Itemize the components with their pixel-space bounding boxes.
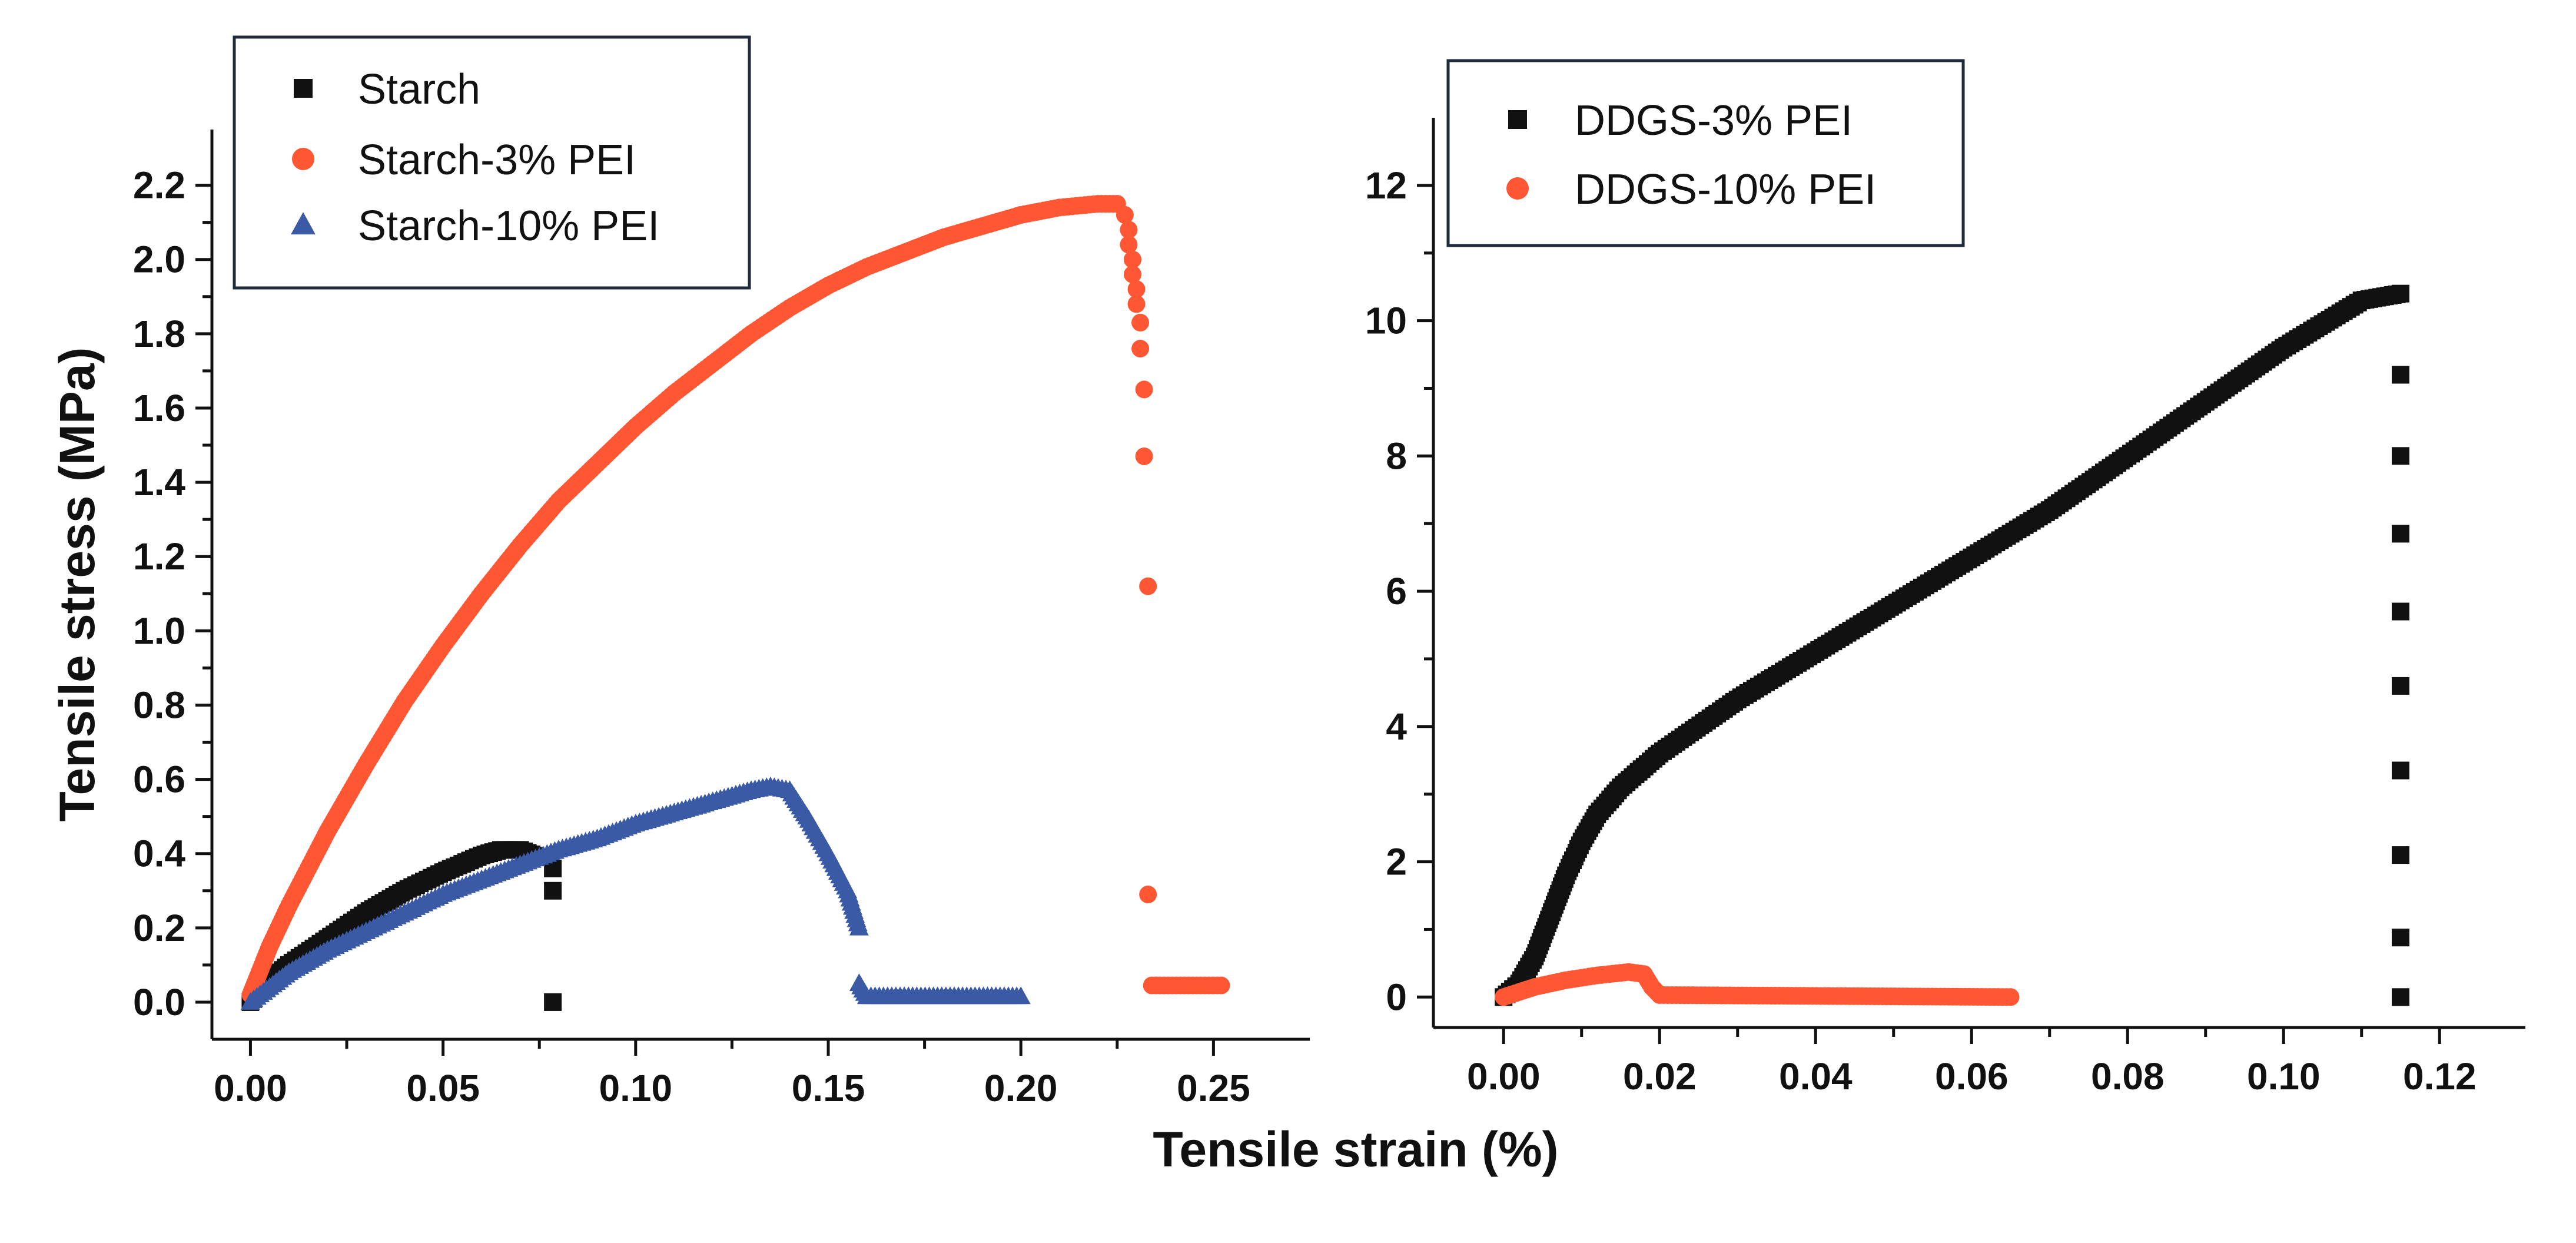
y-tick-label: 2.2 [133,164,185,207]
y-tick-label: 2 [1386,841,1407,883]
x-tick-label: 0.15 [792,1067,865,1109]
x-axis-title: Tensile strain (%) [1153,1122,1558,1177]
data-point [1135,380,1153,399]
data-point [1212,976,1230,995]
y-tick-label: 2.0 [133,238,185,281]
x-tick-label: 0.10 [2247,1055,2321,1098]
legend: DDGS-3% PEI DDGS-10% PEI [1446,59,1965,247]
x-tick-label: 0.06 [1935,1055,2009,1098]
y-tick-label: 0.6 [133,758,185,801]
data-point [2392,929,2409,947]
series-ddgs-10-pei [1495,963,2020,1006]
y-tick-label: 1.2 [133,535,185,578]
x-tick-label: 0.00 [214,1067,287,1109]
x-tick-label: 0.00 [1467,1055,1541,1098]
y-tick-label: 10 [1365,300,1407,342]
data-point [1123,250,1141,269]
x-tick-label: 0.12 [2403,1055,2477,1098]
legend-marker [1508,110,1527,129]
data-point [2392,602,2409,621]
x-tick-label: 0.25 [1177,1067,1250,1109]
y-tick-label: 12 [1365,164,1407,207]
y-tick-label: 6 [1386,570,1407,612]
data-point [2392,366,2409,384]
data-point [1139,577,1157,595]
data-point [2392,284,2409,303]
data-point [1011,986,1031,1005]
data-point [1127,280,1146,299]
series-starch-10-pei [240,776,1031,1010]
y-tick-label: 0.2 [133,907,185,949]
data-point [2392,846,2409,864]
x-tick-label: 0.04 [1779,1055,1853,1098]
x-tick-label: 0.05 [406,1067,480,1109]
x-tick-label: 0.08 [2091,1055,2165,1098]
data-point [2392,677,2409,695]
data-point [2001,988,2020,1006]
data-point [2392,988,2409,1006]
data-point [1123,265,1141,283]
x-tick-label: 0.10 [599,1067,673,1109]
x-tick-label: 0.02 [1623,1055,1697,1098]
data-point [1120,221,1138,239]
data-point [849,917,869,936]
legend-label: DDGS-3% PEI [1575,97,1853,144]
y-tick-label: 1.6 [133,387,185,429]
legend-marker [294,79,313,98]
y-tick-label: 4 [1386,705,1407,748]
data-point [1139,886,1157,904]
y-axis-title: Tensile stress (MPa) [49,347,105,821]
data-point [2392,525,2409,543]
data-point [1135,447,1153,465]
legend-box [233,35,751,290]
y-tick-label: 1.8 [133,313,185,355]
legend-marker [291,212,316,235]
data-point [2392,761,2409,780]
legend-label: DDGS-10% PEI [1575,166,1876,213]
y-tick-label: 0 [1386,976,1407,1018]
legend-label: Starch-10% PEI [358,203,659,250]
legend: Starch Starch-3% PEI Starch-10% PEI [233,35,751,290]
legend-label: Starch-3% PEI [358,137,636,184]
series-ddgs-3-pei [1495,284,2409,1006]
series-starch-3-pei [241,195,1230,1004]
legend-marker [292,148,314,170]
legend-label: Starch [358,66,480,113]
data-point [1120,236,1138,254]
y-tick-label: 0.8 [133,684,185,726]
data-point [1131,340,1150,358]
data-point [1127,295,1146,313]
y-tick-label: 1.4 [133,461,185,503]
y-tick-label: 8 [1386,435,1407,477]
x-tick-label: 0.20 [984,1067,1058,1109]
data-point [1116,206,1134,224]
data-point [2392,447,2409,465]
left-panel: 0.00 0.05 0.10 0.15 0.20 0.25 0.0 0.2 0.4 0.6 0.8 1… [49,35,1310,1109]
data-point [1131,313,1150,332]
legend-box [1446,59,1965,247]
y-tick-label: 0.4 [133,833,185,875]
data-point [544,993,562,1011]
y-tick-label: 0.0 [133,981,185,1023]
data-point [544,881,562,900]
right-panel: 0.00 0.02 0.04 0.06 0.08 0.10 0.12 0 2 4 6 8 10 12 DDG… [1365,59,2525,1098]
y-tick-label: 1.0 [133,609,185,652]
legend-marker [1506,177,1529,200]
